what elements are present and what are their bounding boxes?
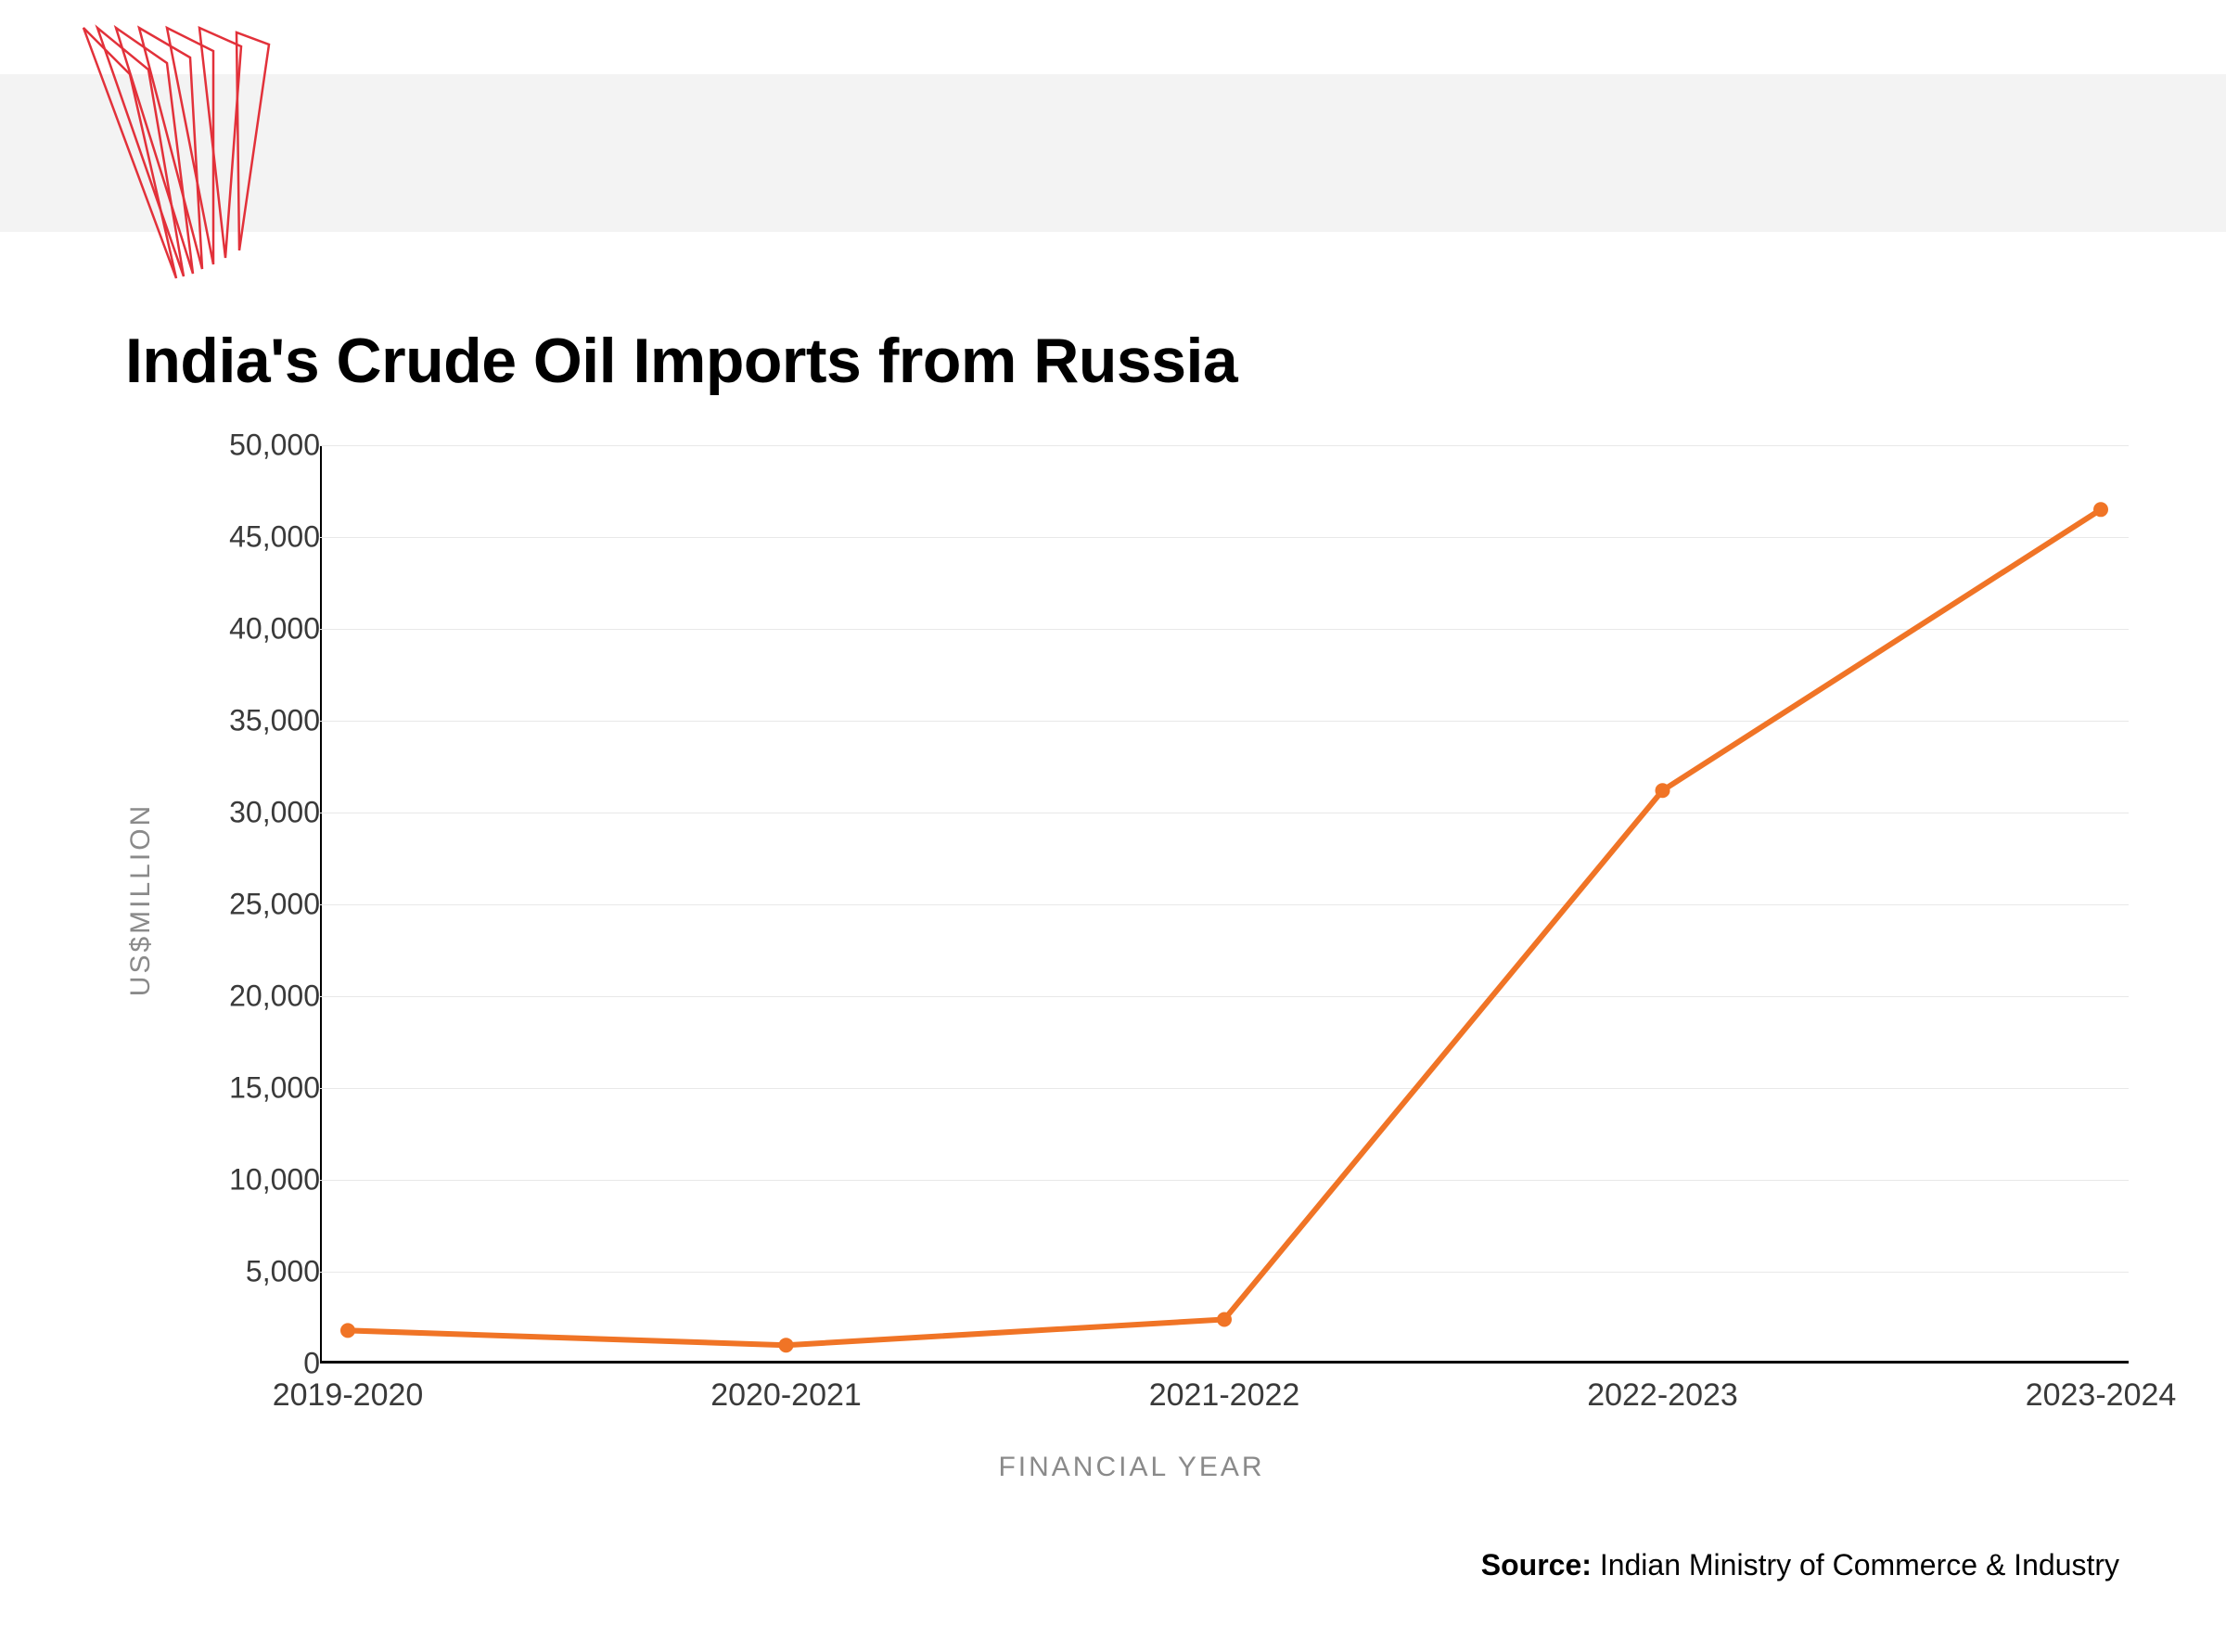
data-point xyxy=(1217,1312,1232,1326)
y-tick-label: 30,000 xyxy=(190,796,320,830)
x-tick-label: 2023-2024 xyxy=(2026,1377,2177,1414)
y-tick-label: 0 xyxy=(190,1347,320,1381)
x-tick-label: 2019-2020 xyxy=(273,1377,424,1414)
header-bar xyxy=(0,74,2226,232)
data-point xyxy=(2093,502,2108,517)
data-point xyxy=(340,1323,355,1338)
y-tick-label: 10,000 xyxy=(190,1163,320,1197)
x-axis-label: FINANCIAL YEAR xyxy=(998,1452,1264,1483)
y-tick-label: 50,000 xyxy=(190,429,320,463)
x-tick-label: 2021-2022 xyxy=(1149,1377,1300,1414)
y-tick-label: 15,000 xyxy=(190,1071,320,1106)
brand-logo-icon xyxy=(74,19,278,288)
y-tick-label: 40,000 xyxy=(190,612,320,647)
source-label: Source: xyxy=(1481,1548,1592,1582)
y-tick-label: 5,000 xyxy=(190,1255,320,1289)
y-tick-label: 25,000 xyxy=(190,888,320,922)
x-tick-label: 2022-2023 xyxy=(1587,1377,1738,1414)
x-tick-label: 2020-2021 xyxy=(710,1377,862,1414)
data-point xyxy=(779,1338,794,1352)
line-chart-svg xyxy=(320,445,2129,1364)
y-tick-label: 20,000 xyxy=(190,980,320,1014)
source-text: Indian Ministry of Commerce & Industry xyxy=(1600,1548,2119,1582)
plot-area xyxy=(320,445,2129,1364)
data-line xyxy=(348,509,2101,1345)
y-axis-label: US$MILLION xyxy=(125,803,157,996)
source-attribution: Source: Indian Ministry of Commerce & In… xyxy=(1481,1548,2119,1582)
data-point xyxy=(1656,783,1670,798)
chart-title: India's Crude Oil Imports from Russia xyxy=(125,325,1237,397)
chart-container: US$MILLION 0 5,000 10,000 15,000 20,000 25,00… xyxy=(125,417,2138,1530)
y-tick-label: 35,000 xyxy=(190,704,320,738)
y-tick-label: 45,000 xyxy=(190,520,320,555)
